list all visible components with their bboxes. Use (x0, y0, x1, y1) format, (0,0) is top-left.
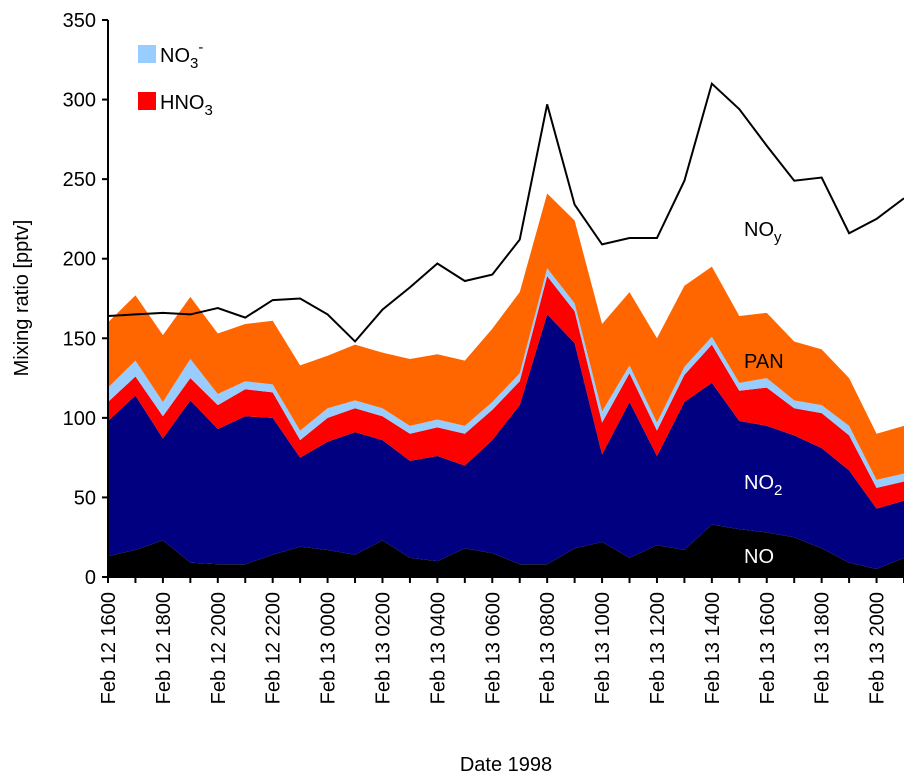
legend-swatch-no3 (138, 45, 156, 63)
x-tick-label: Feb 12 1800 (153, 592, 175, 704)
noy-line-group (107, 81, 904, 343)
label-no: NO (744, 546, 774, 568)
y-axis-title: Mixing ratio [pptv] (11, 220, 33, 377)
noy-line (107, 81, 904, 343)
y-tick-label: 0 (85, 567, 96, 589)
y-tick-label: 300 (63, 90, 96, 112)
x-tick-label: Feb 13 1200 (647, 592, 669, 704)
legend-label-no3: NO3- (160, 39, 203, 72)
label-no2: NO2 (744, 472, 782, 499)
stacked-areas (108, 193, 904, 577)
x-tick-label: Feb 13 0800 (537, 592, 559, 704)
area-no (108, 524, 904, 577)
label-noy: NOy (744, 219, 782, 246)
area-labels: NO NO2 PAN NOy (744, 219, 784, 568)
x-tick-label: Feb 13 1400 (702, 592, 724, 704)
y-tick-label: 350 (63, 10, 96, 32)
x-tick-label: Feb 13 0600 (482, 592, 504, 704)
area-hno3 (108, 276, 904, 509)
area-no2 (108, 314, 904, 570)
x-tick-label: Feb 13 1800 (812, 592, 834, 704)
x-tick-label: Feb 13 1000 (592, 592, 614, 704)
x-axis-title: Date 1998 (460, 754, 552, 776)
y-tick-label: 150 (63, 328, 96, 350)
area-pan (108, 193, 904, 480)
x-tick-label: Feb 12 2200 (263, 592, 285, 704)
y-tick-label: 50 (74, 487, 96, 509)
y-tick-label: 250 (63, 169, 96, 191)
legend-swatch-hno3 (138, 92, 156, 110)
x-tick-label: Feb 13 0200 (372, 592, 394, 704)
y-tick-label: 200 (63, 249, 96, 271)
x-tick-label: Feb 13 0000 (318, 592, 340, 704)
legend: NO3- HNO3 (138, 39, 213, 119)
legend-label-hno3: HNO3 (160, 92, 213, 119)
x-tick-label: Feb 13 2000 (867, 592, 889, 704)
x-tick-label: Feb 13 0400 (427, 592, 449, 704)
y-tick-label: 100 (63, 408, 96, 430)
label-pan: PAN (744, 351, 784, 373)
x-tick-label: Feb 13 1600 (757, 592, 779, 704)
area-no3 (108, 268, 904, 488)
axes: 0 50 100 150 200 250 300 350 Feb 12 1600 Feb 12 1… (11, 10, 904, 776)
x-tick-label: Feb 12 2000 (208, 592, 230, 704)
x-tick-label: Feb 12 1600 (98, 592, 120, 704)
